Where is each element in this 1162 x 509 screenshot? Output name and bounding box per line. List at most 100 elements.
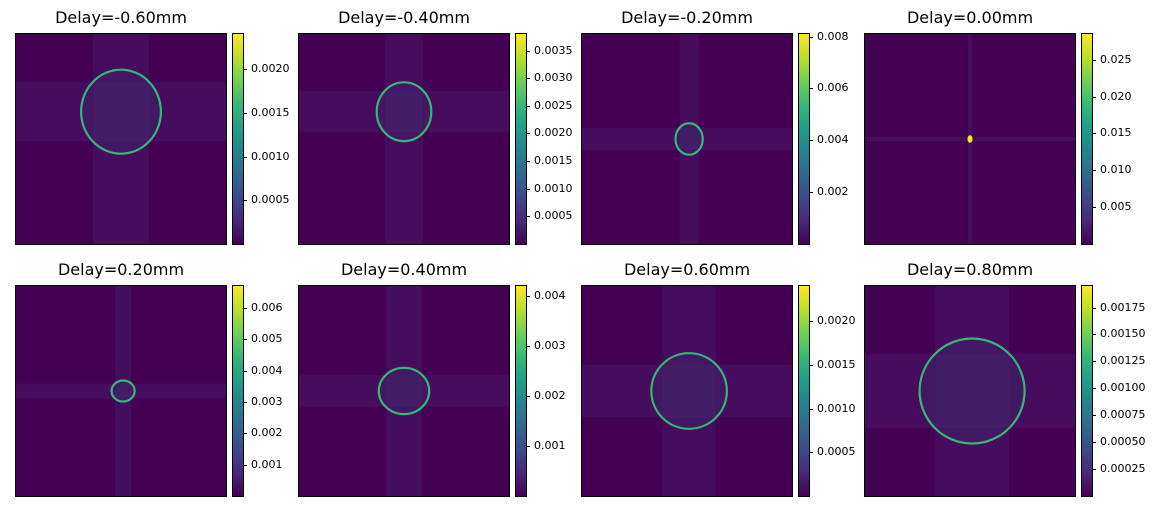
colorbar-tick <box>1092 307 1096 309</box>
colorbar-tick-label: 0.0035 <box>534 43 573 57</box>
vertical-streak <box>935 286 1009 496</box>
vertical-streak <box>115 286 132 496</box>
colorbar-tick-label: 0.015 <box>1100 126 1132 140</box>
colorbar-tick <box>809 408 813 410</box>
heatmap-image <box>864 285 1076 497</box>
ring <box>110 379 136 403</box>
ring-interior <box>81 69 161 154</box>
horizontal-streak <box>299 374 509 408</box>
colorbar-tick <box>809 192 813 194</box>
colorbar-tick-label: 0.0020 <box>534 126 573 140</box>
colorbar-tick <box>526 188 530 190</box>
colorbar-tick <box>243 69 247 70</box>
horizontal-streak <box>299 91 509 133</box>
colorbar-tick-label: 0.0020 <box>817 314 856 327</box>
colorbar-tick-label: 0.003 <box>251 394 283 408</box>
colorbar <box>232 285 244 497</box>
horizontal-streak <box>16 82 226 142</box>
colorbar-tick-label: 0.0010 <box>534 181 573 195</box>
colorbar <box>1081 33 1093 245</box>
vertical-streak <box>967 34 973 244</box>
colorbar-tick <box>526 133 530 135</box>
panel-4: Delay=0.00mm 0.005 0.010 0.015 0.020 0.025 <box>864 2 1147 254</box>
colorbar-tick <box>1092 207 1096 209</box>
vertical-streak <box>386 286 422 496</box>
colorbar-tick <box>1092 442 1096 444</box>
colorbar-tick-label: 0.001 <box>534 439 566 452</box>
colorbar-tick <box>1092 361 1096 363</box>
colorbar-tick-label: 0.006 <box>251 300 283 314</box>
colorbar-tick-label: 0.005 <box>1100 200 1132 214</box>
colorbar-tick <box>1092 469 1096 471</box>
panel-2: Delay=-0.40mm 0.0005 0.0010 0.0015 0.0020 0.… <box>298 2 581 254</box>
ring <box>967 135 973 143</box>
panel-title: Delay=0.40mm <box>340 260 468 279</box>
colorbar-tick <box>526 161 530 163</box>
colorbar-tick-label: 0.001 <box>251 457 283 471</box>
colorbar-tick <box>526 296 530 297</box>
colorbar-tick-label: 0.0015 <box>534 154 573 168</box>
colorbar-tick-label: 0.010 <box>1100 163 1132 177</box>
colorbar-tick <box>243 370 247 372</box>
colorbar-tick-label: 0.0010 <box>817 401 856 415</box>
colorbar-tick <box>809 452 813 454</box>
horizontal-streak <box>16 383 226 399</box>
heatmap-image <box>581 33 793 245</box>
colorbar-tick-label: 0.00075 <box>1100 408 1146 422</box>
ring <box>375 81 433 143</box>
panel-title: Delay=-0.40mm <box>338 8 470 27</box>
colorbar-tick-label: 0.006 <box>817 81 849 95</box>
colorbar-tick-label: 0.004 <box>251 363 283 377</box>
panel-5: Delay=0.20mm 0.001 0.002 0.003 0.004 0.005 0.… <box>15 254 298 506</box>
ring <box>918 337 1026 445</box>
heatmap-svg <box>865 286 1075 496</box>
colorbar <box>798 285 810 497</box>
heatmap-image <box>298 33 510 245</box>
heatmap-image <box>864 33 1076 245</box>
heatmap-svg <box>16 286 226 496</box>
ring <box>377 366 431 416</box>
colorbar-tick-label: 0.00050 <box>1100 435 1146 449</box>
colorbar <box>1081 285 1093 497</box>
colorbar-tick <box>243 401 247 403</box>
colorbar-tick <box>809 321 813 322</box>
colorbar-tick <box>243 200 247 202</box>
colorbar-tick-label: 0.002 <box>817 185 849 199</box>
colorbar-tick-label: 0.0005 <box>251 193 290 207</box>
colorbar-tick-label: 0.008 <box>817 29 849 43</box>
colorbar-tick-label: 0.0025 <box>534 98 573 112</box>
heatmap-image <box>15 285 227 497</box>
colorbar-tick <box>243 156 247 158</box>
panel-6: Delay=0.40mm 0.001 0.002 0.003 0.004 <box>298 254 581 506</box>
horizontal-streak <box>865 354 1075 428</box>
colorbar-tick <box>243 307 247 309</box>
colorbar-tick <box>243 339 247 341</box>
heatmap-svg <box>299 34 509 244</box>
heatmap-image <box>15 33 227 245</box>
heatmap-image <box>298 285 510 497</box>
heatmap-svg <box>582 34 792 244</box>
colorbar-tick <box>809 364 813 366</box>
heatmap-svg <box>16 34 226 244</box>
colorbar-tick-label: 0.004 <box>817 133 849 147</box>
ring-interior <box>651 353 727 429</box>
panel-8: Delay=0.80mm 0.00025 0.00050 0.00075 0.0010… <box>864 254 1147 506</box>
colorbar-tick-label: 0.00175 <box>1100 300 1146 314</box>
colorbar-tick <box>1092 59 1096 61</box>
panel-title: Delay=0.00mm <box>906 8 1034 27</box>
colorbar-tick-label: 0.00150 <box>1100 327 1146 341</box>
colorbar-tick-label: 0.0005 <box>817 445 856 459</box>
colorbar-tick <box>1092 334 1096 336</box>
colorbar-tick <box>526 446 530 447</box>
colorbar-tick <box>1092 133 1096 135</box>
colorbar-tick-label: 0.0015 <box>817 357 856 371</box>
ring-interior <box>111 380 135 402</box>
heatmap-background <box>865 286 1075 496</box>
colorbar-tick <box>526 346 530 347</box>
horizontal-streak <box>865 136 1075 142</box>
vertical-streak <box>662 286 716 496</box>
colorbar <box>798 33 810 245</box>
colorbar-tick <box>526 216 530 218</box>
colorbar-tick <box>1092 96 1096 98</box>
colorbar-tick <box>809 140 813 142</box>
